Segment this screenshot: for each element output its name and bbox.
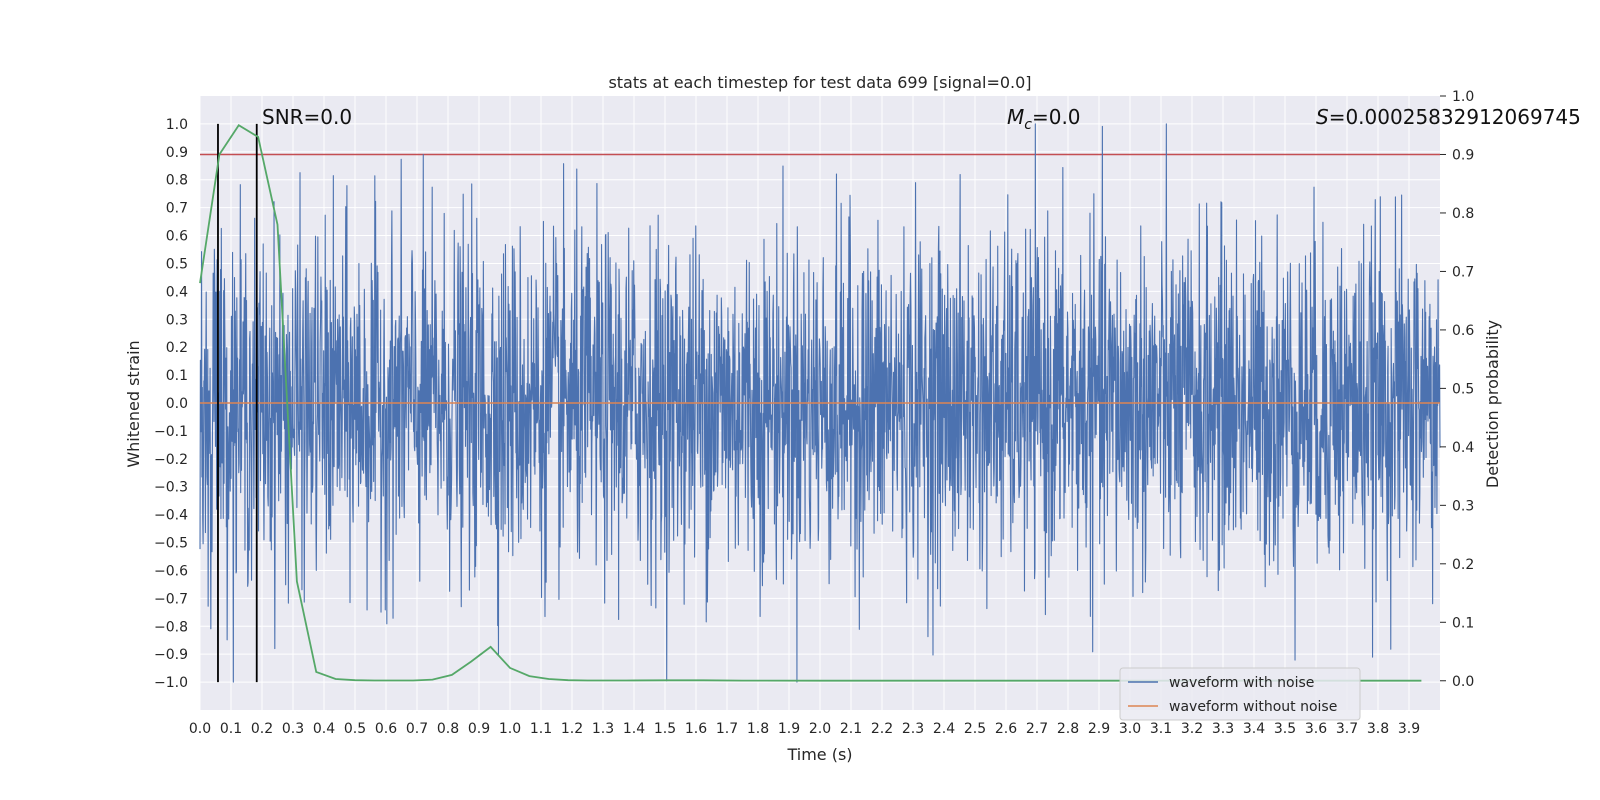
y-tick-label: −0.2 xyxy=(154,452,188,468)
chart-title: stats at each timestep for test data 699… xyxy=(608,73,1031,92)
x-tick-label: 3.1 xyxy=(1150,721,1172,737)
y-tick-label: 0.2 xyxy=(166,340,188,356)
vertical-markers xyxy=(217,123,258,683)
y-tick-label: −0.1 xyxy=(154,424,188,440)
y-tick-label: 0.7 xyxy=(166,201,188,217)
x-axis-label: Time (s) xyxy=(786,745,852,764)
x-tick-label: 1.4 xyxy=(623,721,645,737)
legend-label-clean: waveform without noise xyxy=(1169,699,1337,715)
y-tick-label: 0.3 xyxy=(166,312,188,328)
x-tick-label: 3.4 xyxy=(1243,721,1265,737)
x-tick-label: 3.5 xyxy=(1274,721,1296,737)
y2-tick-label: 0.6 xyxy=(1452,323,1474,339)
y-tick-label: 0.8 xyxy=(166,173,188,189)
x-tick-label: 0.5 xyxy=(344,721,366,737)
x-tick-label: 3.3 xyxy=(1212,721,1234,737)
y2-tick-label: 0.1 xyxy=(1452,615,1474,631)
x-tick-label: 3.6 xyxy=(1305,721,1327,737)
y2-tick-label: 0.7 xyxy=(1452,264,1474,280)
x-tick-label: 2.9 xyxy=(1088,721,1110,737)
x-tick-label: 1.7 xyxy=(716,721,738,737)
s-annotation: S=0.00025832912069745 xyxy=(1316,105,1581,129)
x-axis-ticks: 0.0 0.1 0.2 0.3 0.4 0.5 0.6 0.7 0.8 0.9 1.0 1.1 1.2 1… xyxy=(189,721,1420,737)
x-tick-label: 3.9 xyxy=(1398,721,1420,737)
y-tick-label: −0.9 xyxy=(154,647,188,663)
y-tick-label: −0.7 xyxy=(154,591,188,607)
y-tick-label: 1.0 xyxy=(166,117,188,133)
x-tick-label: 0.0 xyxy=(189,721,211,737)
y2-axis-ticks: 1.0 0.9 0.8 0.7 0.6 0.5 0.4 0.3 0.2 0.1 0.0 xyxy=(1440,89,1474,690)
x-tick-label: 3.7 xyxy=(1336,721,1358,737)
y-tick-label: −1.0 xyxy=(154,675,188,691)
x-tick-label: 2.3 xyxy=(902,721,924,737)
legend-label-noise: waveform with noise xyxy=(1169,675,1314,691)
x-tick-label: 1.0 xyxy=(499,721,521,737)
y-axis-label: Whitened strain xyxy=(124,340,143,467)
y-tick-label: −0.5 xyxy=(154,536,188,552)
mc-symbol: M xyxy=(1007,105,1024,129)
x-tick-label: 1.2 xyxy=(561,721,583,737)
x-tick-label: 0.1 xyxy=(220,721,242,737)
y2-tick-label: 1.0 xyxy=(1452,89,1474,105)
y-tick-label: −0.4 xyxy=(154,508,188,524)
y2-axis-label: Detection probability xyxy=(1483,320,1502,488)
x-tick-label: 3.0 xyxy=(1119,721,1141,737)
y-tick-label: 0.4 xyxy=(166,284,188,300)
x-tick-label: 1.8 xyxy=(747,721,769,737)
y-tick-label: −0.6 xyxy=(154,563,188,579)
x-tick-label: 0.2 xyxy=(251,721,273,737)
y2-tick-label: 0.5 xyxy=(1452,381,1474,397)
x-tick-label: 0.3 xyxy=(282,721,304,737)
y-tick-label: 0.0 xyxy=(166,396,188,412)
y-tick-label: 0.6 xyxy=(166,229,188,245)
y-axis-ticks: 1.0 0.9 0.8 0.7 0.6 0.5 0.4 0.3 0.2 0.1 0.0 −0.1 −0.… xyxy=(154,117,188,691)
y-tick-label: 0.9 xyxy=(166,145,188,161)
series-waveform-with-noise xyxy=(199,123,1441,683)
y-tick-label: 0.1 xyxy=(166,368,188,384)
legend: waveform with noise waveform without noi… xyxy=(1119,667,1361,721)
y-tick-label: −0.8 xyxy=(154,619,188,635)
x-tick-label: 2.1 xyxy=(840,721,862,737)
x-tick-label: 0.6 xyxy=(375,721,397,737)
x-tick-label: 2.2 xyxy=(871,721,893,737)
x-tick-label: 3.2 xyxy=(1181,721,1203,737)
y-tick-label: 0.5 xyxy=(166,256,188,272)
y2-tick-label: 0.0 xyxy=(1452,674,1474,690)
x-tick-label: 1.3 xyxy=(592,721,614,737)
mc-subscript: c xyxy=(1024,117,1032,133)
x-tick-label: 0.8 xyxy=(437,721,459,737)
s-value: =0.00025832912069745 xyxy=(1329,105,1581,129)
x-tick-label: 2.5 xyxy=(964,721,986,737)
y2-tick-label: 0.3 xyxy=(1452,498,1474,514)
x-tick-label: 0.7 xyxy=(406,721,428,737)
y-tick-label: −0.3 xyxy=(154,480,188,496)
y2-tick-label: 0.9 xyxy=(1452,147,1474,163)
legend-box xyxy=(1119,667,1361,721)
mc-annotation: Mc=0.0 xyxy=(1007,105,1081,133)
x-tick-label: 0.9 xyxy=(468,721,490,737)
s-symbol: S xyxy=(1316,105,1329,129)
x-tick-label: 2.7 xyxy=(1026,721,1048,737)
x-tick-label: 1.6 xyxy=(685,721,707,737)
x-tick-label: 1.9 xyxy=(778,721,800,737)
x-tick-label: 2.4 xyxy=(933,721,955,737)
x-tick-label: 3.8 xyxy=(1367,721,1389,737)
noise-waveform-line xyxy=(199,123,1441,683)
x-tick-label: 2.0 xyxy=(809,721,831,737)
y2-tick-label: 0.4 xyxy=(1452,440,1474,456)
x-tick-label: 0.4 xyxy=(313,721,335,737)
x-tick-label: 2.8 xyxy=(1057,721,1079,737)
snr-annotation: SNR=0.0 xyxy=(262,105,352,129)
y2-tick-label: 0.2 xyxy=(1452,557,1474,573)
x-tick-label: 1.1 xyxy=(530,721,552,737)
x-tick-label: 1.5 xyxy=(654,721,676,737)
detection-probability-line xyxy=(199,124,1422,682)
y2-tick-label: 0.8 xyxy=(1452,206,1474,222)
series-detection-probability xyxy=(199,124,1422,682)
mc-value: =0.0 xyxy=(1032,105,1081,129)
x-tick-label: 2.6 xyxy=(995,721,1017,737)
